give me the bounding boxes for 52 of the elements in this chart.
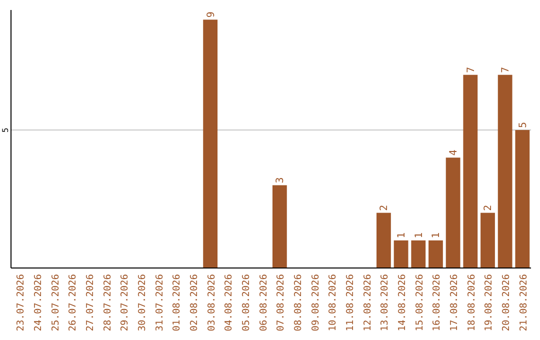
x-tick-label: 12.08.2026 — [362, 274, 374, 332]
bar — [480, 212, 495, 268]
data-label: 3 — [275, 177, 286, 184]
bar — [428, 240, 443, 268]
x-tick-label: 31.07.2026 — [154, 274, 166, 332]
bar — [394, 240, 408, 268]
x-tick-label: 28.07.2026 — [102, 274, 114, 332]
data-label: 2 — [483, 204, 494, 211]
x-tick-label: 08.08.2026 — [293, 274, 304, 332]
x-tick-label: 04.08.2026 — [224, 274, 235, 332]
x-tick-label: 29.07.2026 — [120, 274, 131, 332]
data-label: 1 — [431, 232, 442, 238]
bar — [446, 158, 460, 268]
x-tick-label: 18.08.2026 — [466, 274, 478, 332]
x-tick-label: 05.08.2026 — [240, 274, 252, 332]
bar — [272, 185, 287, 268]
x-tick-label: 20.08.2026 — [501, 274, 512, 332]
bar — [498, 74, 512, 268]
data-label: 1 — [396, 232, 408, 238]
x-tick-label: 23.07.2026 — [16, 274, 27, 332]
x-tick-label: 01.08.2026 — [172, 274, 183, 332]
data-label: 9 — [206, 12, 217, 18]
x-tick-label: 25.07.2026 — [50, 274, 62, 332]
x-tick-label: 03.08.2026 — [206, 274, 218, 332]
x-tick-label: 09.08.2026 — [310, 274, 322, 332]
bar — [515, 130, 530, 268]
data-label: 5 — [518, 122, 529, 128]
data-label: 7 — [466, 66, 477, 73]
data-label: 4 — [448, 150, 460, 156]
x-tick-label: 17.08.2026 — [449, 274, 460, 332]
x-tick-label: 11.08.2026 — [345, 274, 356, 332]
data-label: 2 — [379, 204, 390, 211]
bar — [411, 240, 426, 268]
x-tick-label: 27.07.2026 — [84, 274, 96, 332]
x-tick-label: 10.08.2026 — [328, 274, 339, 332]
x-tick-label: 02.08.2026 — [188, 274, 200, 332]
x-tick-label: 26.07.2026 — [68, 274, 79, 332]
data-label: 1 — [414, 232, 425, 238]
bar — [463, 74, 478, 268]
x-tick-label: 15.08.2026 — [414, 274, 426, 332]
x-tick-label: 13.08.2026 — [380, 274, 391, 332]
x-tick-label: 16.08.2026 — [432, 274, 443, 332]
x-tick-label: 19.08.2026 — [484, 274, 495, 332]
x-tick-label: 30.07.2026 — [136, 274, 148, 332]
bar — [376, 212, 391, 268]
bar — [203, 20, 218, 268]
x-tick-label: 21.08.2026 — [518, 274, 530, 332]
x-tick-label: 24.07.2026 — [32, 274, 44, 332]
data-label: 7 — [500, 66, 512, 73]
x-tick-label: 07.08.2026 — [276, 274, 287, 332]
x-tick-label: 06.08.2026 — [258, 274, 270, 332]
x-tick-label: 14.08.2026 — [397, 274, 408, 332]
